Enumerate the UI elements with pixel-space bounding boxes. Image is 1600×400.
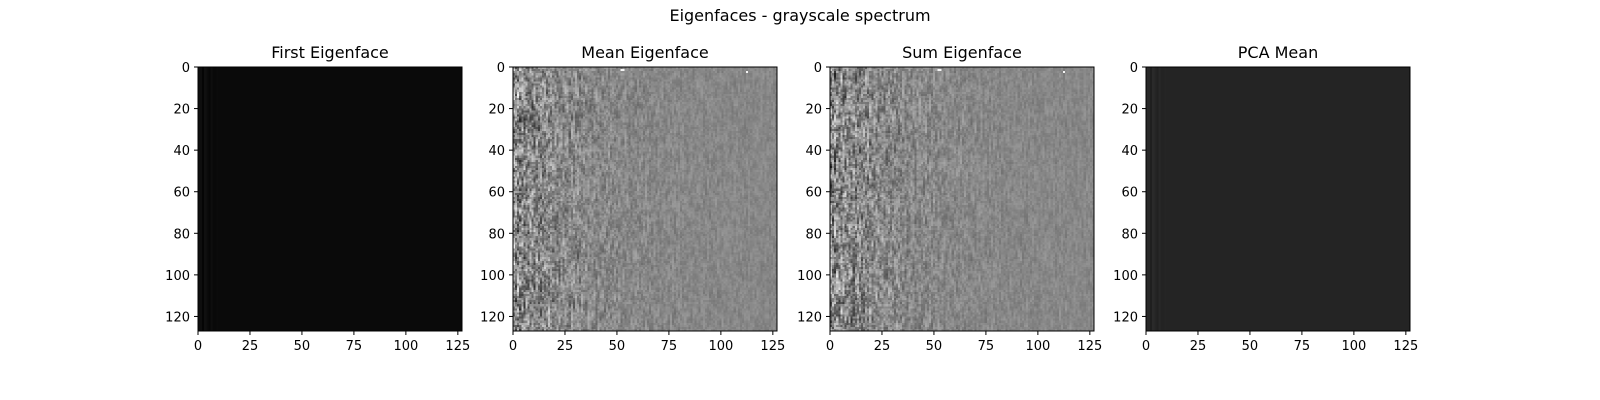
axes-frame (1145, 66, 1411, 332)
y-tick-label: 0 (1130, 61, 1138, 76)
y-tick-label: 100 (1113, 269, 1138, 284)
y-tick-label: 0 (814, 61, 822, 76)
y-tick-label: 20 (173, 103, 190, 118)
axes-frame (512, 66, 778, 332)
x-tick-label: 125 (1393, 339, 1418, 354)
heatmap-image (198, 67, 462, 331)
x-tick-label: 125 (760, 339, 785, 354)
y-tick-label: 120 (165, 310, 190, 325)
heatmap-image (830, 67, 1094, 331)
y-tick-label: 0 (497, 61, 505, 76)
axes-frame (829, 66, 1095, 332)
y-tick-label: 60 (1121, 186, 1138, 201)
y-tick-label: 40 (173, 144, 190, 159)
x-tick-label: 75 (978, 339, 995, 354)
x-tick-label: 100 (393, 339, 418, 354)
y-tick-label: 20 (805, 103, 822, 118)
x-tick-label: 25 (242, 339, 259, 354)
eigenface-panel: Sum Eigenface 0 25 50 75 100 125 0 20 40 60 80 100 12… (797, 43, 1102, 354)
eigenface-panel: Mean Eigenface 0 25 50 75 100 125 0 20 40 60 80 100 1… (480, 43, 785, 354)
y-tick-label: 0 (182, 61, 190, 76)
x-tick-label: 100 (1025, 339, 1050, 354)
x-tick-label: 0 (826, 339, 834, 354)
x-tick-label: 50 (1242, 339, 1259, 354)
y-tick-label: 100 (480, 269, 505, 284)
eigenface-panel: PCA Mean 0 25 50 75 100 125 0 20 40 60 80 100 120 (1113, 43, 1418, 354)
x-tick-label: 75 (346, 339, 363, 354)
y-tick-label: 120 (1113, 310, 1138, 325)
y-tick-label: 20 (488, 103, 505, 118)
y-tick-label: 100 (165, 269, 190, 284)
axes-frame (197, 66, 463, 332)
x-tick-label: 0 (1142, 339, 1150, 354)
x-tick-label: 100 (708, 339, 733, 354)
x-tick-label: 125 (1077, 339, 1102, 354)
y-tick-label: 40 (805, 144, 822, 159)
panel-title: First Eigenface (271, 43, 389, 62)
x-tick-label: 25 (1190, 339, 1207, 354)
y-tick-label: 40 (1121, 144, 1138, 159)
y-tick-label: 80 (1121, 227, 1138, 242)
y-tick-label: 60 (488, 186, 505, 201)
y-tick-label: 40 (488, 144, 505, 159)
y-tick-label: 120 (480, 310, 505, 325)
x-tick-label: 0 (509, 339, 517, 354)
x-tick-label: 75 (661, 339, 678, 354)
panel-title: PCA Mean (1238, 43, 1318, 62)
y-tick-label: 80 (805, 227, 822, 242)
x-tick-label: 50 (926, 339, 943, 354)
y-tick-label: 100 (797, 269, 822, 284)
x-tick-label: 125 (445, 339, 470, 354)
y-tick-label: 20 (1121, 103, 1138, 118)
x-tick-label: 100 (1341, 339, 1366, 354)
y-tick-label: 80 (173, 227, 190, 242)
x-tick-label: 25 (874, 339, 891, 354)
heatmap-image (1146, 67, 1410, 331)
y-tick-label: 60 (173, 186, 190, 201)
heatmap-image (513, 67, 777, 331)
panel-title: Mean Eigenface (581, 43, 708, 62)
y-tick-label: 120 (797, 310, 822, 325)
x-tick-label: 75 (1294, 339, 1311, 354)
x-tick-label: 25 (557, 339, 574, 354)
x-tick-label: 50 (609, 339, 626, 354)
figure-title: Eigenfaces - grayscale spectrum (669, 6, 931, 25)
x-tick-label: 50 (294, 339, 311, 354)
eigenface-panel: First Eigenface 0 25 50 75 100 125 0 20 40 60 80 100… (165, 43, 470, 354)
y-tick-label: 80 (488, 227, 505, 242)
panel-title: Sum Eigenface (902, 43, 1022, 62)
x-tick-label: 0 (194, 339, 202, 354)
y-tick-label: 60 (805, 186, 822, 201)
